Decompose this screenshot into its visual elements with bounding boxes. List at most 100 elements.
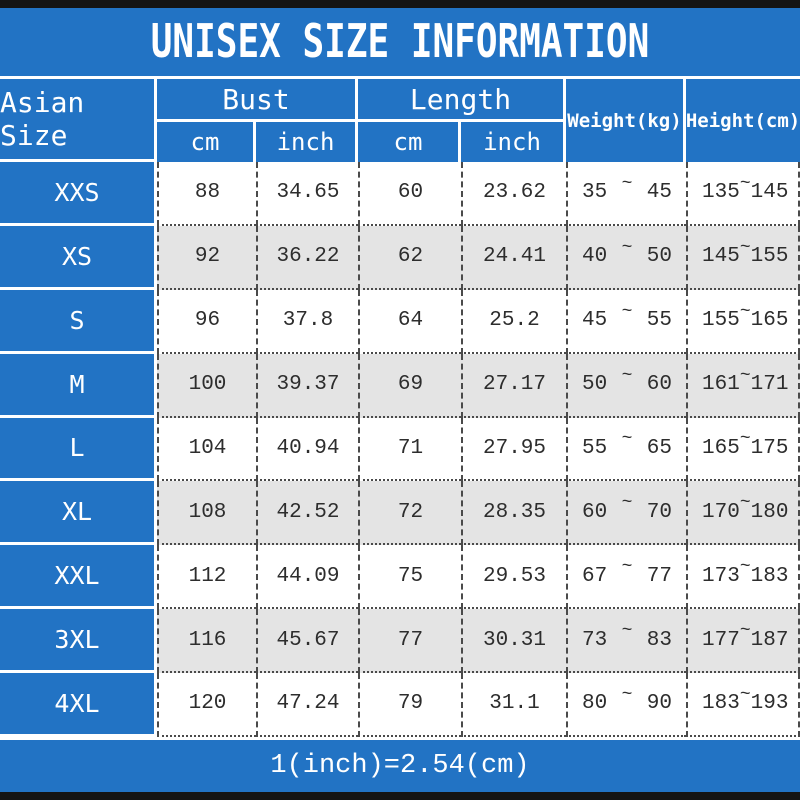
weight-range-cell: 55 ~65: [566, 417, 686, 482]
length-cm-cell: 71: [358, 417, 461, 482]
bust-cm-cell: 104: [157, 417, 256, 482]
tilde-separator: ~: [739, 429, 751, 450]
height-range-cell: 145 ~155: [686, 225, 800, 290]
height-min: 183: [702, 692, 740, 716]
tilde-separator: ~: [621, 301, 633, 322]
chart-title: UNISEX SIZE INFORMATION: [150, 15, 650, 69]
length-cm-cell: 72: [358, 481, 461, 546]
tilde-separator: ~: [621, 621, 633, 642]
bust-cm-cell: 88: [157, 162, 256, 226]
conversion-note: 1(inch)=2.54(cm): [270, 751, 530, 781]
weight-min: 40: [582, 245, 608, 269]
header-bust-group: Bust: [157, 79, 358, 122]
length-inch-cell: 23.62: [461, 162, 566, 226]
height-max: 175: [750, 436, 789, 460]
header-length-group: Length: [358, 79, 566, 122]
bust-cm-cell: 96: [157, 289, 256, 354]
height-max: 145: [750, 181, 789, 205]
header-length-inch: inch: [461, 122, 566, 162]
size-cell: 3XL: [0, 609, 157, 673]
height-min: 170: [702, 500, 740, 524]
tilde-separator: ~: [621, 237, 633, 258]
height-min: 135: [702, 181, 740, 205]
height-range-cell: 165 ~175: [686, 417, 800, 482]
height-max: 180: [750, 500, 789, 524]
bottom-frame-bar: [0, 792, 800, 800]
height-max: 187: [750, 628, 789, 652]
bust-cm-cell: 112: [157, 545, 256, 610]
bust-cm-cell: 108: [157, 481, 256, 546]
weight-max: 45: [646, 181, 672, 205]
weight-min: 73: [582, 628, 608, 652]
header-bust-cm: cm: [157, 122, 256, 162]
tilde-separator: ~: [621, 557, 633, 578]
length-inch-cell: 27.95: [461, 417, 566, 482]
length-cm-cell: 62: [358, 225, 461, 290]
weight-range-cell: 73 ~83: [566, 609, 686, 673]
size-cell: XXL: [0, 545, 157, 610]
weight-min: 55: [582, 436, 608, 460]
weight-min: 80: [582, 692, 608, 716]
length-cm-cell: 77: [358, 609, 461, 673]
weight-min: 35: [582, 181, 608, 205]
size-cell: XS: [0, 225, 157, 290]
length-cm-cell: 60: [358, 162, 461, 226]
header-asian-size: Asian Size: [0, 79, 157, 162]
tilde-separator: ~: [739, 557, 751, 578]
length-inch-cell: 30.31: [461, 609, 566, 673]
length-inch-cell: 27.17: [461, 353, 566, 418]
tilde-separator: ~: [621, 493, 633, 514]
size-cell: 4XL: [0, 673, 157, 737]
bust-cm-cell: 100: [157, 353, 256, 418]
tilde-separator: ~: [739, 493, 751, 514]
bust-inch-cell: 40.94: [256, 417, 358, 482]
size-cell: S: [0, 289, 157, 354]
tilde-separator: ~: [739, 237, 751, 258]
tilde-separator: ~: [621, 684, 633, 705]
height-min: 145: [702, 245, 740, 269]
height-max: 165: [750, 309, 789, 333]
length-cm-cell: 75: [358, 545, 461, 610]
bust-inch-cell: 45.67: [256, 609, 358, 673]
tilde-separator: ~: [739, 365, 751, 386]
weight-max: 70: [646, 500, 672, 524]
height-min: 177: [702, 628, 740, 652]
header-weight: Weight(kg): [566, 79, 686, 162]
tilde-separator: ~: [739, 684, 751, 705]
size-cell: M: [0, 353, 157, 418]
tilde-separator: ~: [739, 621, 751, 642]
bust-inch-cell: 37.8: [256, 289, 358, 354]
height-range-cell: 135 ~145: [686, 162, 800, 226]
title-band: UNISEX SIZE INFORMATION: [0, 8, 800, 79]
weight-min: 45: [582, 309, 608, 333]
size-cell: XXS: [0, 162, 157, 226]
tilde-separator: ~: [739, 173, 751, 194]
height-min: 165: [702, 436, 740, 460]
weight-range-cell: 45 ~55: [566, 289, 686, 354]
weight-range-cell: 67 ~77: [566, 545, 686, 610]
size-cell: L: [0, 417, 157, 482]
height-max: 171: [750, 373, 789, 397]
height-max: 193: [750, 692, 789, 716]
header-bust-inch: inch: [256, 122, 358, 162]
tilde-separator: ~: [621, 173, 633, 194]
header-length-cm: cm: [358, 122, 461, 162]
length-inch-cell: 28.35: [461, 481, 566, 546]
weight-max: 90: [646, 692, 672, 716]
height-max: 155: [750, 245, 789, 269]
weight-min: 60: [582, 500, 608, 524]
bust-cm-cell: 120: [157, 673, 256, 737]
bust-inch-cell: 39.37: [256, 353, 358, 418]
weight-max: 60: [646, 373, 672, 397]
bust-inch-cell: 44.09: [256, 545, 358, 610]
length-cm-cell: 64: [358, 289, 461, 354]
length-inch-cell: 25.2: [461, 289, 566, 354]
length-inch-cell: 29.53: [461, 545, 566, 610]
bust-cm-cell: 116: [157, 609, 256, 673]
bust-inch-cell: 42.52: [256, 481, 358, 546]
height-range-cell: 177 ~187: [686, 609, 800, 673]
weight-max: 65: [646, 436, 672, 460]
weight-range-cell: 35 ~45: [566, 162, 686, 226]
length-inch-cell: 24.41: [461, 225, 566, 290]
bust-inch-cell: 34.65: [256, 162, 358, 226]
